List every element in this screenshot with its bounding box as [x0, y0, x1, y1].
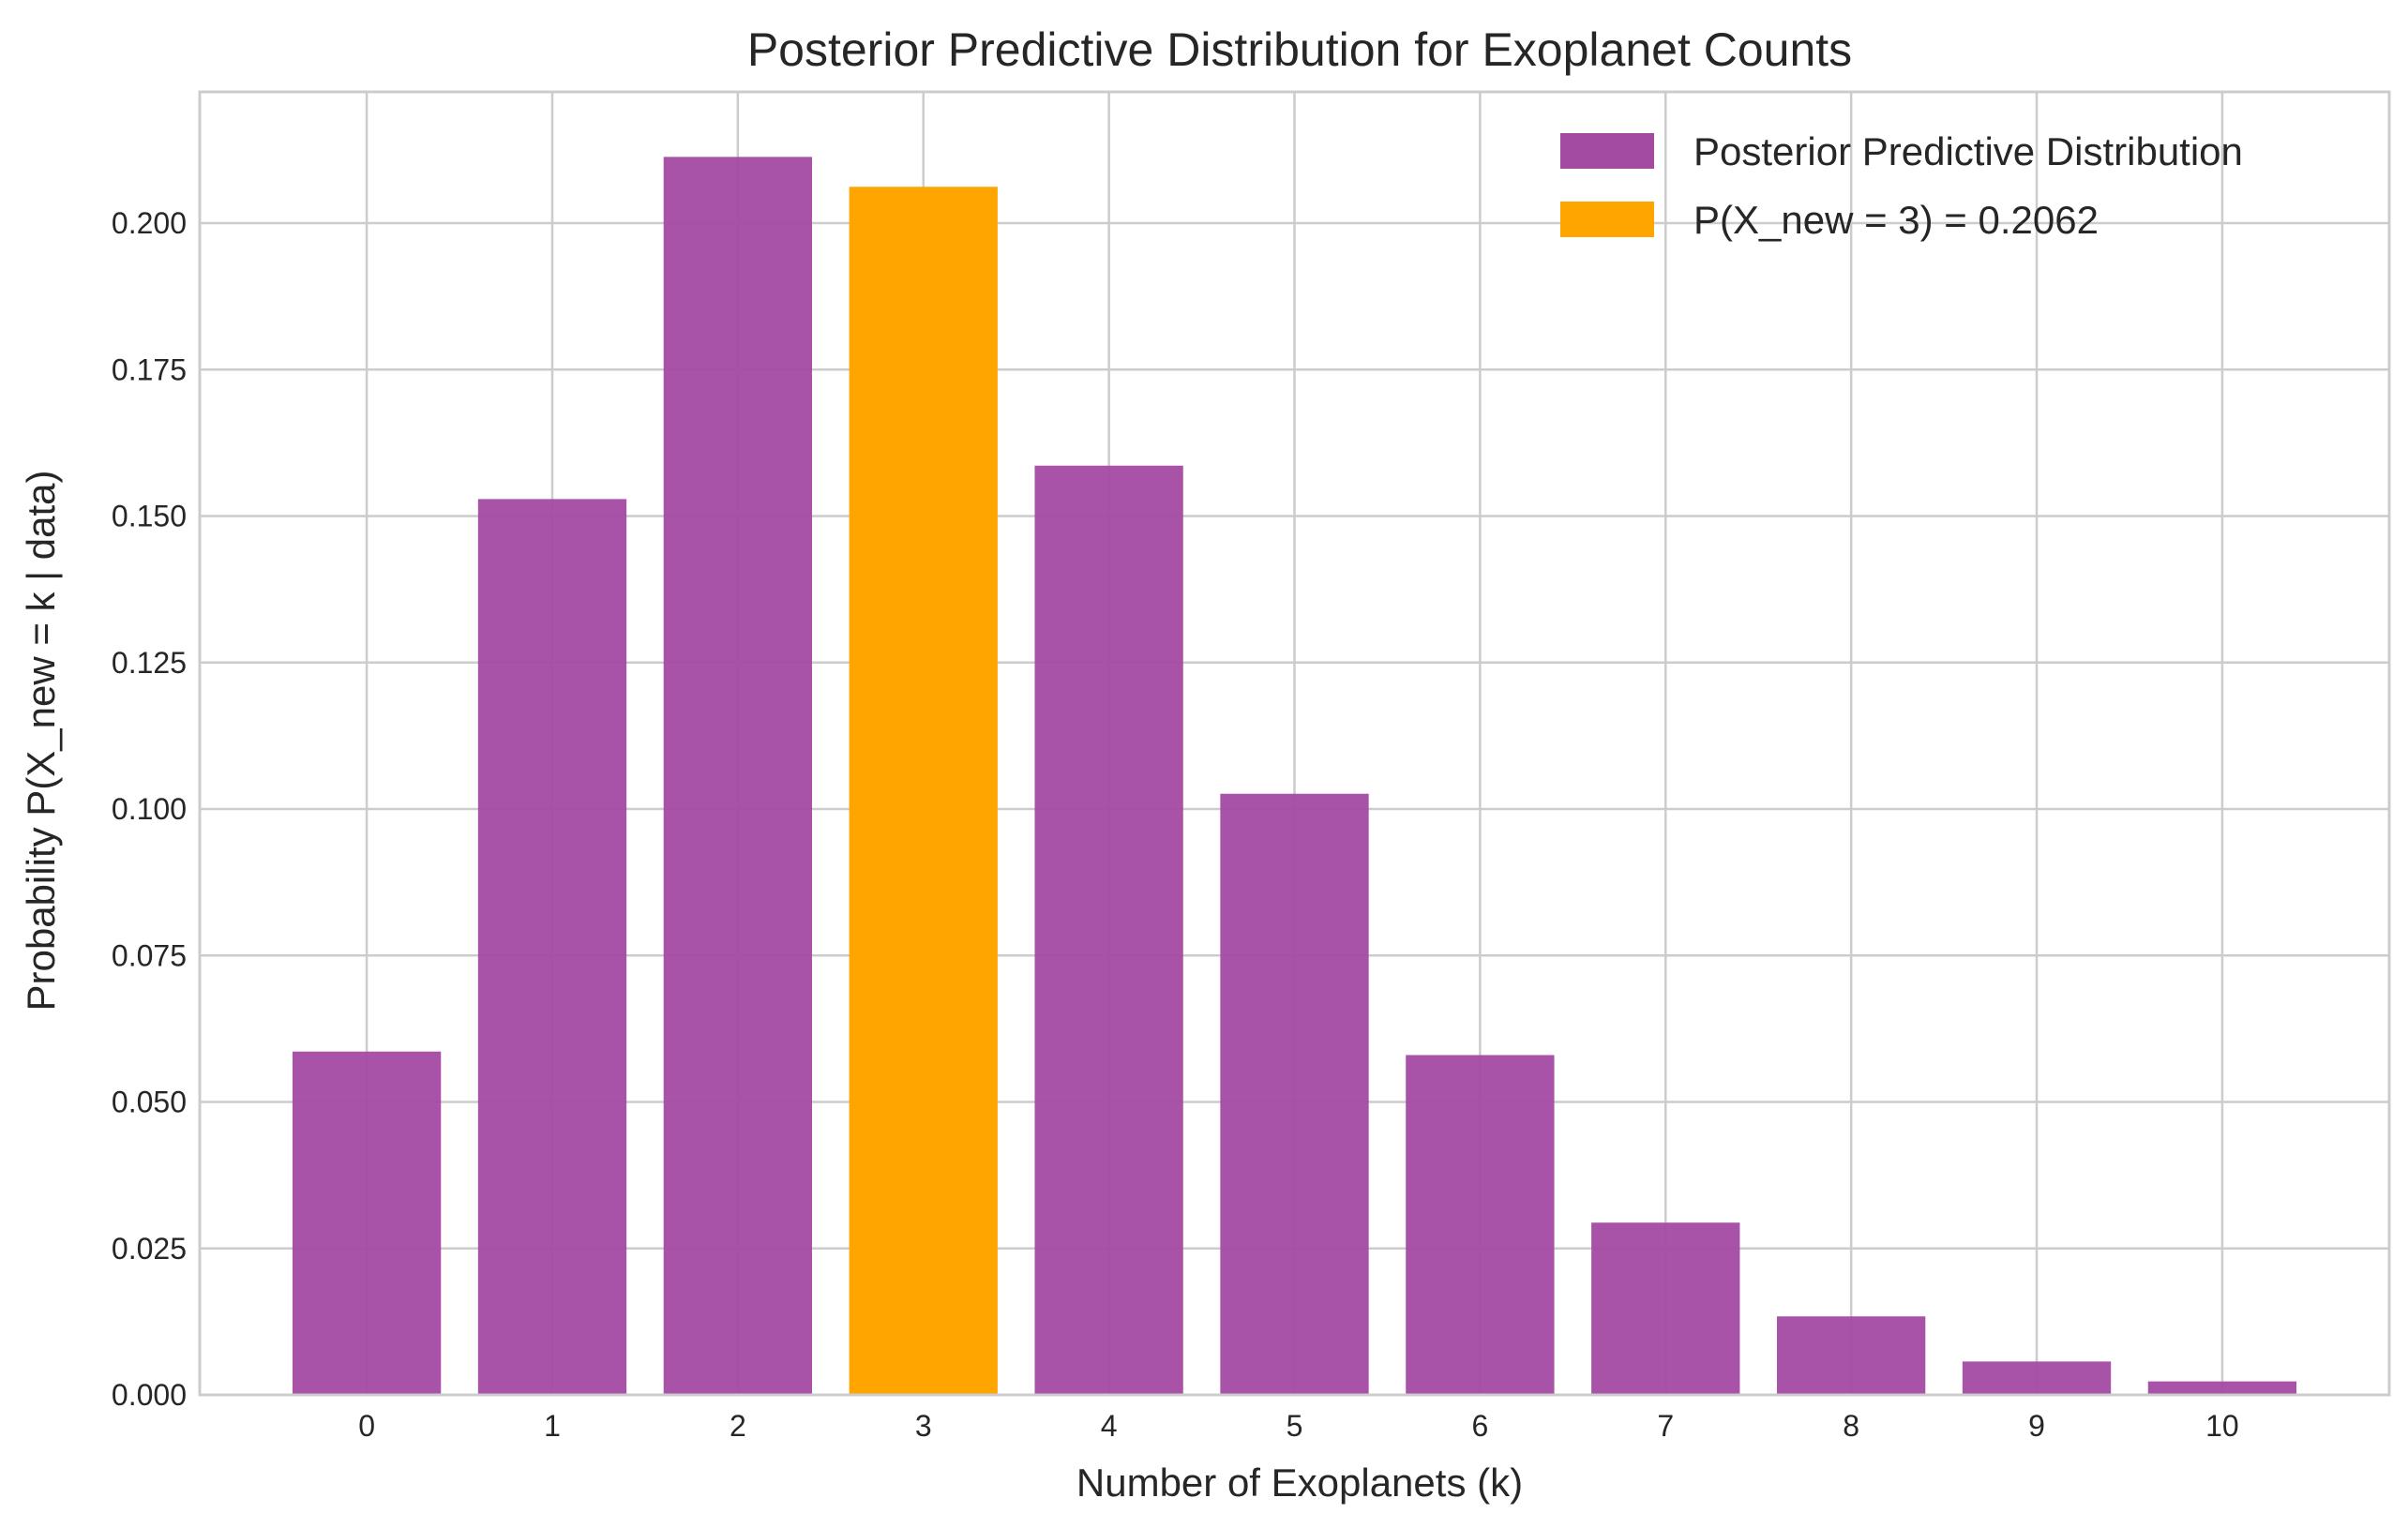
x-tick-label: 1: [544, 1409, 561, 1443]
bar: [663, 157, 813, 1395]
legend-label-highlight: P(X_new = 3) = 0.2062: [1693, 198, 2099, 242]
x-tick-label: 9: [2028, 1409, 2045, 1443]
x-tick-label: 3: [915, 1409, 932, 1443]
x-tick-label: 2: [730, 1409, 746, 1443]
x-tick-label: 7: [1657, 1409, 1674, 1443]
bar-highlight: [849, 187, 998, 1395]
y-tick-label: 0.000: [112, 1378, 187, 1412]
bar: [477, 499, 627, 1395]
legend-swatch-posterior: [1560, 133, 1654, 169]
x-tick-label: 8: [1843, 1409, 1859, 1443]
y-tick-label: 0.200: [112, 206, 187, 240]
y-tick-label: 0.125: [112, 646, 187, 680]
bar: [1962, 1361, 2112, 1395]
y-tick-label: 0.150: [112, 500, 187, 533]
bar: [1406, 1055, 1555, 1395]
bar: [2147, 1381, 2297, 1395]
x-tick-label: 6: [1471, 1409, 1488, 1443]
y-tick-label: 0.025: [112, 1232, 187, 1266]
chart-title: Posterior Predictive Distribution for Ex…: [747, 23, 1852, 76]
y-tick-label: 0.100: [112, 792, 187, 826]
legend: Posterior Predictive Distribution P(X_ne…: [1560, 129, 2243, 242]
bar: [1220, 793, 1369, 1395]
y-tick-label: 0.075: [112, 938, 187, 972]
y-tick-label: 0.175: [112, 352, 187, 386]
tick-layer: 0.000 0.025 0.050 0.075 0.100 0.125 0.150 0.175…: [112, 206, 2239, 1443]
bar: [1776, 1316, 1926, 1395]
plot-frame: [198, 90, 2391, 1397]
legend-label-posterior: Posterior Predictive Distribution: [1693, 129, 2243, 173]
bar: [1591, 1222, 1740, 1395]
x-tick-label: 4: [1101, 1409, 1118, 1443]
x-axis-label: Number of Exoplanets (k): [1076, 1461, 1523, 1505]
bar: [292, 1051, 442, 1395]
x-tick-label: 5: [1287, 1409, 1303, 1443]
bar-layer: [292, 157, 2297, 1395]
x-tick-label: 0: [358, 1409, 375, 1443]
x-tick-label: 10: [2205, 1409, 2239, 1443]
bar: [1034, 465, 1183, 1395]
legend-swatch-highlight: [1560, 202, 1654, 237]
y-axis-label: Probability P(X_new = k | data): [19, 470, 63, 1011]
y-tick-label: 0.050: [112, 1086, 187, 1119]
